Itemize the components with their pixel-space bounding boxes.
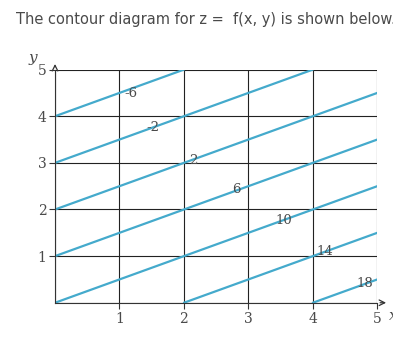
- Text: 6: 6: [232, 183, 241, 196]
- Text: 14: 14: [316, 245, 333, 259]
- Text: -6: -6: [125, 87, 138, 100]
- Text: The contour diagram for z =  f(x, y) is shown below.: The contour diagram for z = f(x, y) is s…: [16, 12, 393, 27]
- Text: -2: -2: [147, 121, 160, 134]
- Text: y: y: [28, 51, 37, 65]
- Text: 18: 18: [357, 277, 373, 290]
- Text: 10: 10: [275, 214, 292, 227]
- Text: x: x: [389, 309, 393, 323]
- Text: 2: 2: [189, 153, 197, 167]
